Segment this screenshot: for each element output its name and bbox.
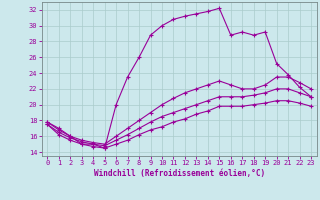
X-axis label: Windchill (Refroidissement éolien,°C): Windchill (Refroidissement éolien,°C) — [94, 169, 265, 178]
